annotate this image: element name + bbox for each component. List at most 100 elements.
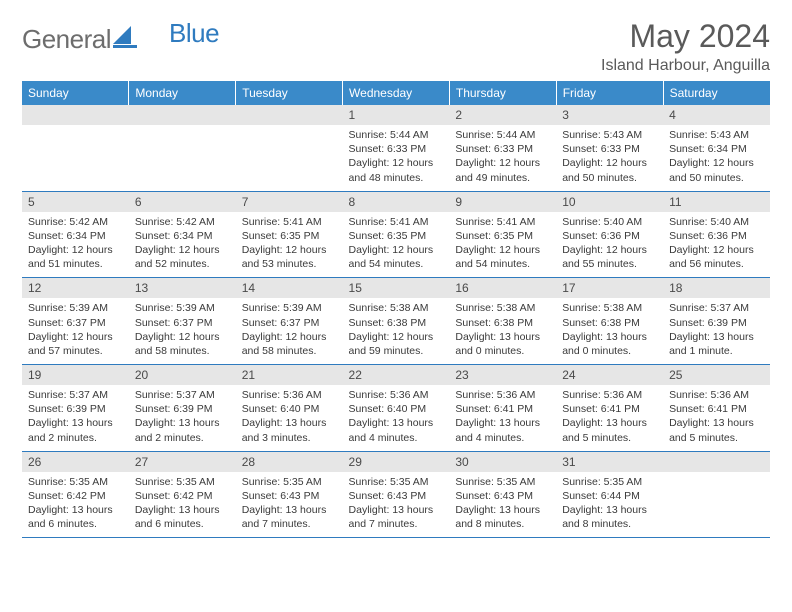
day-details	[22, 125, 129, 183]
day-details: Sunrise: 5:44 AMSunset: 6:33 PMDaylight:…	[449, 125, 556, 191]
calendar-cell: 23 Sunrise: 5:36 AM Sunset: 6:41 PM Dayligh…	[449, 365, 556, 452]
calendar-cell: 19Sunrise: 5:37 AMSunset: 6:39 PMDayligh…	[22, 365, 129, 452]
sunrise-line: Sunrise: 5:41 AM	[242, 216, 322, 228]
calendar-cell: 30Sunrise: 5:35 AMSunset: 6:43 PMDayligh…	[449, 451, 556, 538]
calendar-row: 1Sunrise: 5:44 AMSunset: 6:33 PMDaylight…	[22, 105, 770, 191]
day-details: Sunrise: 5:36 AMSunset: 6:41 PMDaylight:…	[663, 385, 770, 451]
day-number: 9	[449, 192, 556, 212]
day-details: Sunrise: 5:38 AMSunset: 6:38 PMDaylight:…	[343, 298, 450, 364]
daylight-line: Daylight: 12 hours and 58 minutes.	[135, 331, 220, 357]
daylight-line: Daylight: 12 hours and 52 minutes.	[135, 244, 220, 270]
day-details: Sunrise: 5:41 AMSunset: 6:35 PMDaylight:…	[449, 212, 556, 278]
sunrise-line: Sunrise: 5:35 AM	[242, 476, 322, 488]
calendar-body: 1Sunrise: 5:44 AMSunset: 6:33 PMDaylight…	[22, 105, 770, 538]
day-details: Sunrise: 5:37 AMSunset: 6:39 PMDaylight:…	[129, 385, 236, 451]
daylight-line: Daylight: 12 hours and 55 minutes.	[562, 244, 647, 270]
sunset-line: Sunset: 6:40 PM	[349, 403, 427, 415]
sunset-line: Sunset: 6:39 PM	[669, 317, 747, 329]
daylight-line: Daylight: 12 hours and 50 minutes.	[669, 157, 754, 183]
logo-text-blue: Blue	[169, 18, 219, 49]
col-thursday: Thursday	[449, 81, 556, 105]
daylight-line: Daylight: 13 hours and 8 minutes.	[455, 504, 540, 530]
day-number: 22	[343, 365, 450, 385]
col-saturday: Saturday	[663, 81, 770, 105]
sunrise-line: Sunrise: 5:44 AM	[349, 129, 429, 141]
calendar-cell: 8Sunrise: 5:41 AMSunset: 6:35 PMDaylight…	[343, 191, 450, 278]
calendar-cell: 2Sunrise: 5:44 AMSunset: 6:33 PMDaylight…	[449, 105, 556, 191]
sunset-line: Sunset: 6:35 PM	[455, 230, 533, 242]
calendar-cell	[129, 105, 236, 191]
daylight-line: Daylight: 13 hours and 4 minutes.	[455, 417, 540, 443]
day-number: 4	[663, 105, 770, 125]
calendar-cell: 29Sunrise: 5:35 AMSunset: 6:43 PMDayligh…	[343, 451, 450, 538]
sunrise-line: Sunrise: 5:36 AM	[455, 389, 535, 401]
sunset-line: Sunset: 6:39 PM	[28, 403, 106, 415]
sunrise-line: Sunrise: 5:37 AM	[28, 389, 108, 401]
sunrise-line: Sunrise: 5:37 AM	[669, 302, 749, 314]
day-number: 24	[556, 365, 663, 385]
calendar-cell: 14Sunrise: 5:39 AMSunset: 6:37 PMDayligh…	[236, 278, 343, 365]
sunrise-line: Sunrise: 5:36 AM	[669, 389, 749, 401]
calendar-cell: 1Sunrise: 5:44 AMSunset: 6:33 PMDaylight…	[343, 105, 450, 191]
sunset-line: Sunset: 6:38 PM	[562, 317, 640, 329]
calendar-cell: 25Sunrise: 5:36 AMSunset: 6:41 PMDayligh…	[663, 365, 770, 452]
sunset-line: Sunset: 6:33 PM	[562, 143, 640, 155]
day-number: 3	[556, 105, 663, 125]
calendar-cell: 12Sunrise: 5:39 AMSunset: 6:37 PMDayligh…	[22, 278, 129, 365]
day-details: Sunrise: 5:35 AMSunset: 6:42 PMDaylight:…	[129, 472, 236, 538]
sunrise-line: Sunrise: 5:40 AM	[562, 216, 642, 228]
daylight-line: Daylight: 13 hours and 5 minutes.	[562, 417, 647, 443]
calendar-cell: 9Sunrise: 5:41 AMSunset: 6:35 PMDaylight…	[449, 191, 556, 278]
day-details: Sunrise: 5:36 AM Sunset: 6:41 PM Daylight:…	[449, 385, 556, 451]
sunrise-line: Sunrise: 5:35 AM	[455, 476, 535, 488]
sunset-line: Sunset: 6:41 PM	[455, 403, 533, 415]
day-number: 12	[22, 278, 129, 298]
day-details: Sunrise: 5:35 AMSunset: 6:43 PMDaylight:…	[236, 472, 343, 538]
sunrise-line: Sunrise: 5:35 AM	[562, 476, 642, 488]
calendar-row: 19Sunrise: 5:37 AMSunset: 6:39 PMDayligh…	[22, 365, 770, 452]
calendar-row: 12Sunrise: 5:39 AMSunset: 6:37 PMDayligh…	[22, 278, 770, 365]
daylight-line: Daylight: 13 hours and 6 minutes.	[28, 504, 113, 530]
calendar-cell: 28Sunrise: 5:35 AMSunset: 6:43 PMDayligh…	[236, 451, 343, 538]
calendar-cell: 15Sunrise: 5:38 AMSunset: 6:38 PMDayligh…	[343, 278, 450, 365]
day-number: 13	[129, 278, 236, 298]
calendar-cell: 20Sunrise: 5:37 AMSunset: 6:39 PMDayligh…	[129, 365, 236, 452]
sunset-line: Sunset: 6:41 PM	[562, 403, 640, 415]
day-details: Sunrise: 5:42 AMSunset: 6:34 PMDaylight:…	[129, 212, 236, 278]
calendar-cell: 24Sunrise: 5:36 AMSunset: 6:41 PMDayligh…	[556, 365, 663, 452]
day-number: 15	[343, 278, 450, 298]
sunset-line: Sunset: 6:34 PM	[669, 143, 747, 155]
location: Island Harbour, Anguilla	[601, 57, 770, 75]
sunrise-line: Sunrise: 5:38 AM	[562, 302, 642, 314]
calendar-table: Sunday Monday Tuesday Wednesday Thursday…	[22, 81, 770, 538]
calendar-cell: 6Sunrise: 5:42 AMSunset: 6:34 PMDaylight…	[129, 191, 236, 278]
sunrise-line: Sunrise: 5:44 AM	[455, 129, 535, 141]
calendar-cell: 4 Sunrise: 5:43 AM Sunset: 6:34 PM Daylight…	[663, 105, 770, 191]
day-number: 16	[449, 278, 556, 298]
day-details: Sunrise: 5:40 AMSunset: 6:36 PMDaylight:…	[556, 212, 663, 278]
calendar-cell: 11Sunrise: 5:40 AMSunset: 6:36 PMDayligh…	[663, 191, 770, 278]
calendar-cell: 10Sunrise: 5:40 AMSunset: 6:36 PMDayligh…	[556, 191, 663, 278]
day-number: 2	[449, 105, 556, 125]
day-number: 11	[663, 192, 770, 212]
daylight-line: Daylight: 13 hours and 8 minutes.	[562, 504, 647, 530]
sunset-line: Sunset: 6:33 PM	[349, 143, 427, 155]
calendar-cell: 17Sunrise: 5:38 AMSunset: 6:38 PMDayligh…	[556, 278, 663, 365]
sunrise-line: Sunrise: 5:35 AM	[28, 476, 108, 488]
day-details	[129, 125, 236, 183]
day-details: Sunrise: 5:36 AMSunset: 6:40 PMDaylight:…	[236, 385, 343, 451]
day-number: 18	[663, 278, 770, 298]
sunrise-line: Sunrise: 5:35 AM	[135, 476, 215, 488]
sunset-line: Sunset: 6:40 PM	[242, 403, 320, 415]
col-tuesday: Tuesday	[236, 81, 343, 105]
sunrise-line: Sunrise: 5:43 AM	[669, 129, 749, 141]
day-number: 23	[449, 365, 556, 385]
logo-text-general: General	[22, 24, 111, 55]
sunrise-line: Sunrise: 5:36 AM	[349, 389, 429, 401]
sunset-line: Sunset: 6:33 PM	[455, 143, 533, 155]
col-friday: Friday	[556, 81, 663, 105]
calendar-cell: 13Sunrise: 5:39 AMSunset: 6:37 PMDayligh…	[129, 278, 236, 365]
daylight-line: Daylight: 12 hours and 48 minutes.	[349, 157, 434, 183]
day-number: 14	[236, 278, 343, 298]
sunset-line: Sunset: 6:39 PM	[135, 403, 213, 415]
